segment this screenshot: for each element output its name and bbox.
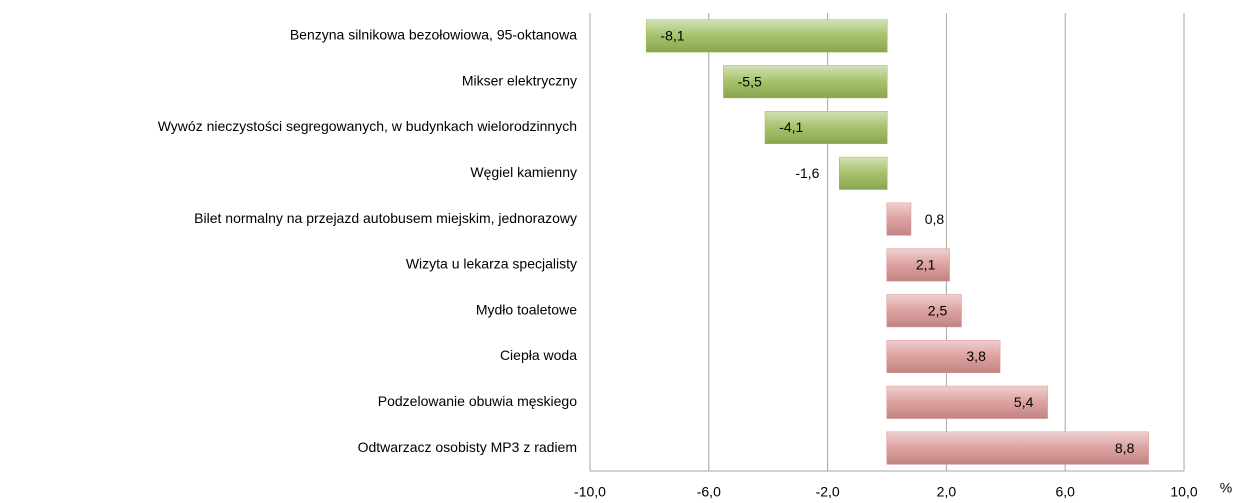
y-tick-label: Bilet normalny na przejazd autobusem mie… — [194, 210, 577, 226]
y-tick-label: Mikser elektryczny — [462, 72, 577, 88]
y-tick-label: Podzelowanie obuwia męskiego — [378, 393, 577, 409]
y-tick-label: Ciepła woda — [500, 347, 577, 363]
x-tick-label: 6,0 — [1055, 484, 1075, 500]
y-tick-label: Odtwarzacz osobisty MP3 z radiem — [358, 439, 577, 455]
y-tick-label: Węgiel kamienny — [470, 164, 577, 180]
y-tick-label: Mydło toaletowe — [476, 301, 577, 317]
x-tick-label: -6,0 — [697, 484, 721, 500]
value-label: -4,1 — [779, 119, 803, 135]
bar-gloss — [887, 340, 1000, 373]
bar-gloss — [887, 386, 1048, 419]
value-label: 8,8 — [1115, 440, 1135, 456]
bar-gloss — [887, 294, 962, 327]
value-label: 3,8 — [966, 348, 986, 364]
bar-gloss — [723, 65, 887, 98]
bar-gloss — [887, 432, 1149, 465]
value-label: -8,1 — [660, 28, 684, 44]
bar-gloss — [765, 111, 887, 144]
value-label: 5,4 — [1014, 394, 1034, 410]
value-label: -5,5 — [738, 73, 762, 89]
bar-gloss — [839, 157, 887, 190]
y-tick-label: Wizyta u lekarza specjalisty — [406, 256, 577, 272]
bar-gloss — [887, 248, 950, 281]
x-tick-label: 2,0 — [937, 484, 957, 500]
value-label: 2,5 — [928, 302, 948, 318]
x-axis-label: % — [1220, 480, 1232, 496]
x-tick-label: 10,0 — [1170, 484, 1197, 500]
value-label: 2,1 — [916, 257, 936, 273]
bar-gloss — [646, 19, 887, 52]
bar-gloss — [887, 203, 911, 236]
x-tick-label: -10,0 — [574, 484, 606, 500]
y-tick-label: Benzyna silnikowa bezołowiowa, 95-oktano… — [290, 27, 577, 43]
value-label: 0,8 — [925, 211, 945, 227]
value-label: -1,6 — [795, 165, 819, 181]
y-tick-label: Wywóz nieczystości segregowanych, w budy… — [158, 118, 577, 134]
x-tick-label: -2,0 — [816, 484, 840, 500]
